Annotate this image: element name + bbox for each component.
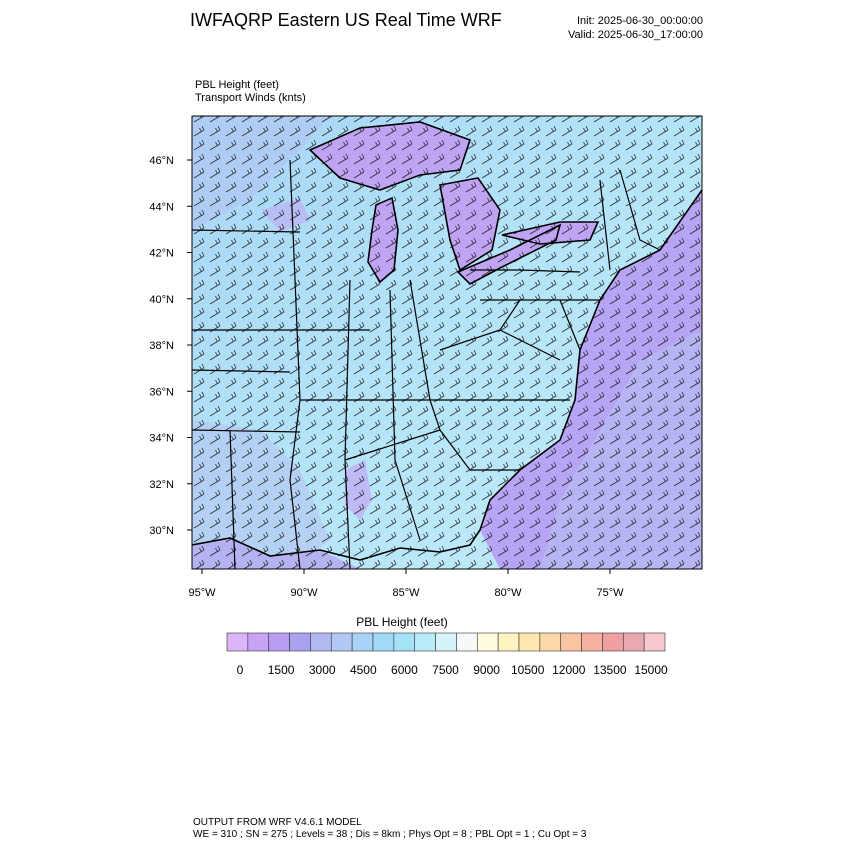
colorbar-box xyxy=(351,632,374,652)
colorbar-box xyxy=(602,632,624,652)
colorbar-box xyxy=(539,632,562,652)
colorbar-box xyxy=(226,632,249,652)
colorbar-box xyxy=(372,632,395,652)
footer-line: WE = 310 ; SN = 275 ; Levels = 38 ; Dis … xyxy=(193,829,587,840)
init-time: Init: 2025-06-30_00:00:00 xyxy=(577,15,703,27)
title: IWFAQRP Eastern US Real Time WRF xyxy=(190,10,502,30)
colorbar-box xyxy=(622,632,645,652)
lat-label: 46°N xyxy=(149,155,174,167)
colorbar-title: PBL Height (feet) xyxy=(356,615,448,629)
lat-label: 44°N xyxy=(149,201,174,213)
colorbar-box xyxy=(560,632,582,652)
map-frame xyxy=(191,115,703,570)
colorbar-label: 12000 xyxy=(552,663,586,677)
colorbar-box xyxy=(289,632,311,652)
colorbar-label: 10500 xyxy=(511,663,545,677)
colorbar-label: 9000 xyxy=(473,663,500,677)
colorbar-box xyxy=(393,632,416,652)
colorbar-label: 4500 xyxy=(350,663,377,677)
colorbar-box xyxy=(518,632,541,652)
colorbar-box xyxy=(456,632,478,652)
colorbar-box xyxy=(581,632,603,652)
colorbar-label: 15000 xyxy=(634,663,668,677)
colorbar-box xyxy=(435,632,457,652)
lat-label: 30°N xyxy=(149,525,174,537)
colorbar-label: 1500 xyxy=(268,663,295,677)
map xyxy=(192,116,702,569)
lon-label: 85°W xyxy=(392,587,420,599)
lon-label: 75°W xyxy=(596,587,624,599)
lon-label: 80°W xyxy=(494,587,522,599)
lat-label: 34°N xyxy=(149,433,174,445)
lat-label: 40°N xyxy=(149,294,174,306)
colorbar-label: 7500 xyxy=(432,663,459,677)
colorbar-label: 6000 xyxy=(391,663,418,677)
colorbar-label: 13500 xyxy=(593,663,627,677)
colorbar-label: 3000 xyxy=(309,663,336,677)
lat-label: 42°N xyxy=(149,248,174,260)
lat-label: 32°N xyxy=(149,479,174,491)
lat-label: 38°N xyxy=(149,340,174,352)
lat-label: 36°N xyxy=(149,386,174,398)
colorbar-box xyxy=(247,632,270,652)
footer-line: OUTPUT FROM WRF V4.6.1 MODEL xyxy=(193,817,362,828)
field-label: Transport Winds (knts) xyxy=(195,92,306,104)
lon-label: 90°W xyxy=(290,587,318,599)
colorbar-box xyxy=(643,632,666,652)
colorbar-box xyxy=(310,632,332,652)
colorbar-box xyxy=(268,632,290,652)
colorbar-box xyxy=(497,632,520,652)
colorbar-box xyxy=(414,632,436,652)
valid-time: Valid: 2025-06-30_17:00:00 xyxy=(568,29,703,41)
colorbar-label: 0 xyxy=(237,663,244,677)
lon-label: 95°W xyxy=(188,587,216,599)
colorbar-box xyxy=(330,632,353,652)
colorbar-box xyxy=(476,632,499,652)
field-label: PBL Height (feet) xyxy=(195,79,279,91)
